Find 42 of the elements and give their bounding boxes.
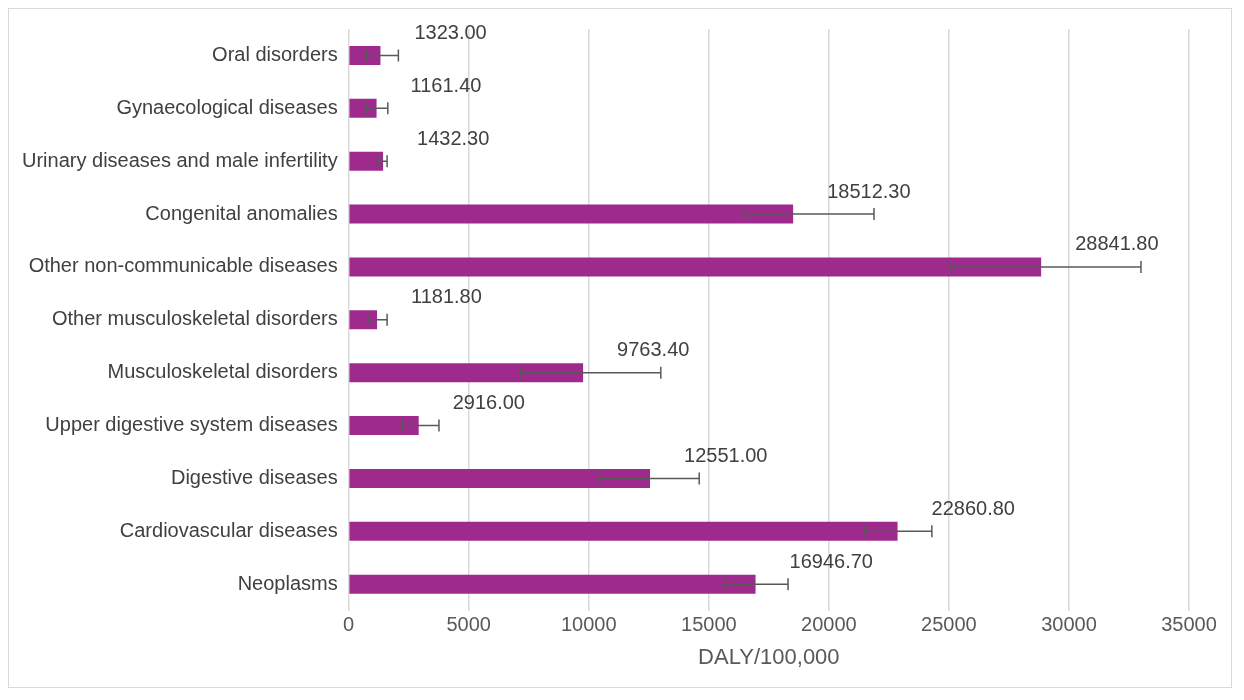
data-label: 18512.30 <box>827 179 911 202</box>
x-tick-label: 15000 <box>681 613 737 636</box>
y-tick-label: Oral disorders <box>212 42 338 65</box>
y-tick-label: Upper digestive system diseases <box>45 413 338 436</box>
x-tick-label: 5000 <box>446 613 491 636</box>
bar <box>349 574 756 594</box>
x-tick-label: 0 <box>343 613 355 636</box>
x-tick-label: 25000 <box>921 613 977 636</box>
data-label: 28841.80 <box>1075 232 1159 255</box>
bar <box>349 468 651 488</box>
data-label: 12551.00 <box>684 443 768 466</box>
bar <box>349 98 377 118</box>
y-tick-label: Gynaecological diseases <box>116 95 338 118</box>
data-label: 22860.80 <box>931 496 1015 519</box>
x-tick-label: 10000 <box>560 613 617 636</box>
y-tick-label: Other non-communicable diseases <box>28 254 338 277</box>
bar <box>349 521 898 541</box>
data-label: 9763.40 <box>617 338 690 361</box>
y-tick-label: Cardiovascular diseases <box>119 518 338 541</box>
y-tick-label: Neoplasms <box>237 571 338 594</box>
y-tick-label: Congenital anomalies <box>145 201 338 224</box>
data-label: 1161.40 <box>410 73 482 96</box>
data-label: 16946.70 <box>789 549 873 572</box>
bar <box>349 363 584 383</box>
y-tick-label: Other musculoskeletal disorders <box>52 307 338 330</box>
bar <box>349 45 381 65</box>
x-tick-label: 20000 <box>801 613 857 636</box>
bar <box>349 151 384 171</box>
data-label: 2916.00 <box>452 391 525 414</box>
data-label: 1432.30 <box>417 126 490 149</box>
x-tick-label: 30000 <box>1041 613 1097 636</box>
y-tick-label: Musculoskeletal disorders <box>107 360 338 383</box>
y-tick-label: Digestive diseases <box>170 465 338 488</box>
bar <box>349 257 1042 277</box>
x-axis-title: DALY/100,000 <box>698 643 840 669</box>
bar <box>349 416 419 436</box>
data-label: 1323.00 <box>414 20 487 43</box>
bar <box>349 310 378 330</box>
y-tick-label: Urinary diseases and male infertility <box>22 148 338 171</box>
x-tick-label: 35000 <box>1161 613 1217 636</box>
data-label: 1181.80 <box>411 285 482 308</box>
bar <box>349 204 794 224</box>
